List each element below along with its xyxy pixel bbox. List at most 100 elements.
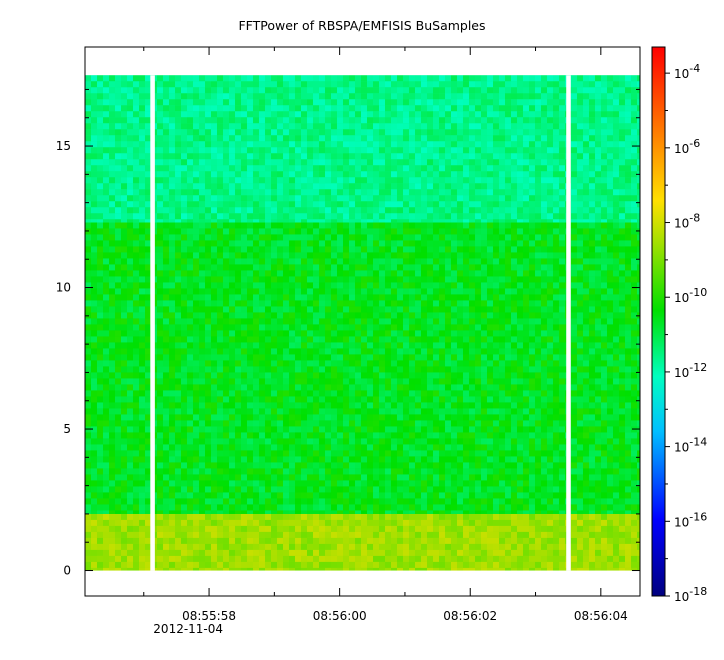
heat-cell bbox=[505, 294, 511, 301]
heat-cell bbox=[313, 300, 319, 307]
heat-cell bbox=[325, 258, 331, 265]
heat-cell bbox=[175, 318, 181, 325]
heat-cell bbox=[601, 519, 607, 526]
heat-cell bbox=[397, 336, 403, 343]
heat-cell bbox=[481, 543, 487, 550]
heat-cell bbox=[529, 282, 535, 289]
heat-cell bbox=[343, 396, 349, 403]
heat-cell bbox=[499, 240, 505, 247]
heat-cell bbox=[529, 234, 535, 241]
heat-cell bbox=[571, 252, 577, 259]
heat-cell bbox=[295, 294, 301, 301]
heat-cell bbox=[571, 432, 577, 439]
heat-cell bbox=[181, 276, 187, 283]
heat-cell bbox=[415, 480, 421, 487]
heat-cell bbox=[247, 525, 253, 532]
heat-cell bbox=[415, 258, 421, 265]
heat-cell bbox=[397, 543, 403, 550]
heat-cell bbox=[613, 561, 619, 568]
heat-cell bbox=[223, 474, 229, 481]
heat-cell bbox=[613, 450, 619, 457]
heat-cell bbox=[457, 354, 463, 361]
heat-cell bbox=[637, 396, 640, 403]
heat-cell bbox=[547, 384, 553, 391]
heat-cell bbox=[133, 525, 139, 532]
heat-cell bbox=[253, 270, 259, 277]
heat-cell bbox=[433, 531, 439, 538]
heat-cell bbox=[355, 408, 361, 415]
heat-cell bbox=[415, 561, 421, 568]
heat-cell bbox=[475, 252, 481, 259]
heat-cell bbox=[349, 378, 355, 385]
heat-cell bbox=[331, 549, 337, 556]
heat-cell bbox=[631, 342, 637, 349]
heat-cell bbox=[235, 432, 241, 439]
heat-cell bbox=[205, 567, 211, 571]
heat-cell bbox=[457, 330, 463, 337]
heat-cell bbox=[247, 456, 253, 463]
heat-cell bbox=[619, 222, 625, 229]
heat-cell bbox=[349, 276, 355, 283]
heat-cell bbox=[307, 402, 313, 409]
heat-cell bbox=[115, 252, 121, 259]
heat-cell bbox=[499, 330, 505, 337]
heat-cell bbox=[637, 444, 640, 451]
heat-cell bbox=[205, 258, 211, 265]
heat-cell bbox=[427, 474, 433, 481]
heat-cell bbox=[199, 519, 205, 526]
heat-cell bbox=[547, 567, 553, 571]
heat-cell bbox=[631, 318, 637, 325]
heat-cell bbox=[571, 414, 577, 421]
heat-cell bbox=[637, 531, 640, 538]
heat-cell bbox=[421, 396, 427, 403]
heat-cell bbox=[385, 414, 391, 421]
heat-cell bbox=[505, 348, 511, 355]
heat-cell bbox=[523, 264, 529, 271]
heat-cell bbox=[523, 543, 529, 550]
heat-cell bbox=[427, 270, 433, 277]
heat-cell bbox=[139, 282, 145, 289]
heat-cell bbox=[451, 312, 457, 319]
heat-cell bbox=[589, 336, 595, 343]
heat-cell bbox=[337, 450, 343, 457]
heat-cell bbox=[343, 276, 349, 283]
heat-cell bbox=[379, 396, 385, 403]
heat-cell bbox=[349, 288, 355, 295]
heat-cell bbox=[499, 555, 505, 562]
heat-cell bbox=[355, 420, 361, 427]
heat-cell bbox=[223, 384, 229, 391]
heat-cell bbox=[433, 258, 439, 265]
heat-cell bbox=[91, 438, 97, 445]
heat-cell bbox=[469, 258, 475, 265]
heat-cell bbox=[193, 348, 199, 355]
heat-cell bbox=[223, 519, 229, 526]
heat-cell bbox=[541, 561, 547, 568]
heat-cell bbox=[463, 336, 469, 343]
heat-cell bbox=[301, 360, 307, 367]
heat-cell bbox=[475, 306, 481, 313]
heat-cell bbox=[193, 402, 199, 409]
heat-cell bbox=[541, 318, 547, 325]
heat-cell bbox=[289, 324, 295, 331]
heat-cell bbox=[451, 402, 457, 409]
heat-cell bbox=[217, 360, 223, 367]
heat-cell bbox=[637, 555, 640, 562]
heat-cell bbox=[619, 384, 625, 391]
heat-cell bbox=[397, 366, 403, 373]
heat-cell bbox=[583, 246, 589, 253]
heat-cell bbox=[607, 537, 613, 544]
heat-cell bbox=[601, 384, 607, 391]
heat-cell bbox=[355, 513, 361, 520]
heat-cell bbox=[343, 384, 349, 391]
heat-cell bbox=[475, 384, 481, 391]
heat-cell bbox=[421, 234, 427, 241]
heat-cell bbox=[169, 531, 175, 538]
heat-cell bbox=[163, 366, 169, 373]
heat-cell bbox=[325, 462, 331, 469]
heat-cell bbox=[481, 462, 487, 469]
heat-cell bbox=[367, 561, 373, 568]
heat-cell bbox=[487, 312, 493, 319]
heat-cell bbox=[637, 549, 640, 556]
heat-cell bbox=[235, 513, 241, 520]
heat-cell bbox=[295, 444, 301, 451]
